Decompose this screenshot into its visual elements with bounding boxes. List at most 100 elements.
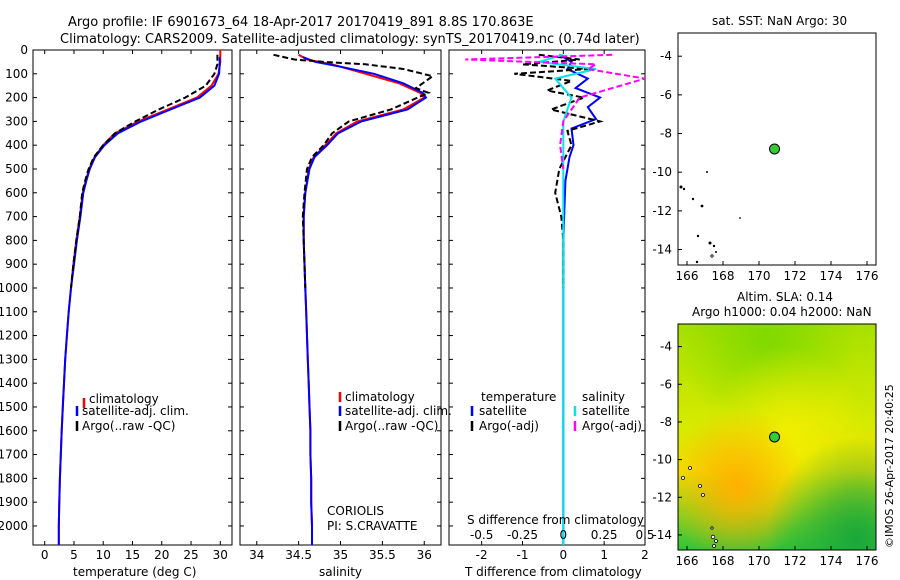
map-y-tick-label: -8 (660, 127, 672, 141)
sla-map-axes: 166 168 170 172 174 176 -4 -6 -8 -10 -12 -14 (652, 340, 878, 568)
depth-tick-label: 200 (5, 91, 28, 105)
depth-tick-label: 900 (5, 257, 28, 271)
series-line-salinity-satellite (538, 53, 597, 545)
map-x-tick-label: 174 (820, 554, 843, 568)
map-y-tick-label: -12 (652, 490, 672, 504)
x-tick-label: 0 (560, 548, 568, 562)
sst-map-title: sat. SST: NaN Argo: 30 (712, 14, 847, 28)
s-diff-tick-label: -0.5 (470, 528, 493, 542)
legend-argo-label: Argo(..raw -QC) (345, 419, 438, 433)
s-diff-tick-label: 0.25 (591, 528, 618, 542)
depth-tick-label: 2000 (0, 519, 28, 533)
map-y-tick-label: -4 (660, 340, 672, 354)
x-tick-label: 34 (249, 548, 264, 562)
series-line-satellite-adj-clim- (57, 57, 221, 545)
map-x-tick-label: 170 (748, 269, 771, 283)
difference-x-axis: -2 -1 0 1 2 (476, 50, 649, 562)
x-tick-label: 25 (183, 548, 198, 562)
legend-s-argo-label: Argo(-adj) (582, 419, 642, 433)
map-x-tick-label: 176 (856, 554, 879, 568)
depth-tick-label: 1100 (0, 305, 28, 319)
depth-tick-label: 800 (5, 233, 28, 247)
argo-position-marker (769, 431, 781, 443)
map-y-tick-label: -10 (652, 453, 672, 467)
legend-temperature-title: temperature (481, 390, 556, 404)
legend-argo-label: Argo(..raw -QC) (82, 419, 175, 433)
depth-tick-label: 1700 (0, 448, 28, 462)
map-y-tick-label: -10 (652, 165, 672, 179)
map-y-tick-label: -12 (652, 204, 672, 218)
series-line-climatology (57, 50, 222, 545)
salinity-x-axis: 34 34.5 35 35.5 36 (249, 50, 432, 562)
map-x-tick-label: 176 (856, 269, 879, 283)
salinity-xlabel: salinity (319, 565, 362, 579)
legend-clim-label: climatology (345, 390, 415, 404)
s-diff-tick-label: 0 (560, 528, 568, 542)
salinity-lines (273, 53, 435, 545)
x-tick-label: -1 (517, 548, 529, 562)
depth-tick-label: 700 (5, 210, 28, 224)
map-x-tick-label: 172 (784, 269, 807, 283)
legend-sat-label: satellite-adj. clim. (82, 404, 189, 418)
series-line-satellite-adj-clim- (302, 56, 428, 545)
depth-tick-label: 1500 (0, 400, 28, 414)
map-x-tick-label: 166 (676, 269, 699, 283)
s-diff-tick-label: 0.5 (635, 528, 654, 542)
sla-islands (681, 466, 718, 548)
temperature-xlabel: temperature (deg C) (73, 565, 196, 579)
argo-position-marker (769, 143, 781, 155)
x-tick-label: 20 (154, 548, 169, 562)
depth-tick-label: 1400 (0, 376, 28, 390)
map-y-tick-label: -14 (652, 243, 672, 257)
map-y-tick-label: -6 (660, 88, 672, 102)
x-tick-label: 30 (213, 548, 228, 562)
difference-legend: temperature satellite Argo(-adj) salinit… (470, 390, 642, 433)
depth-axis: 0 100 200 300 400 500 600 700 800 900 1000 1100 1200… (0, 43, 645, 533)
x-tick-label: -2 (476, 548, 488, 562)
depth-tick-label: 600 (5, 186, 28, 200)
map-y-tick-label: -8 (660, 415, 672, 429)
depth-tick-label: 1600 (0, 424, 28, 438)
s-diff-tick-label: -0.25 (507, 528, 538, 542)
temperature-lines (57, 50, 222, 545)
map-x-tick-label: 168 (712, 269, 735, 283)
x-tick-label: 2 (641, 548, 649, 562)
title-line-2: Climatology: CARS2009. Satellite-adjuste… (60, 32, 640, 47)
data-center-label: CORIOLIS (327, 504, 384, 518)
t-difference-label: T difference from climatology (464, 565, 642, 579)
salinity-legend: climatology satellite-adj. clim. Argo(..… (338, 390, 452, 433)
sla-map (677, 323, 877, 551)
x-tick-label: 5 (70, 548, 78, 562)
depth-tick-label: 1200 (0, 329, 28, 343)
difference-panel (448, 49, 646, 546)
legend-t-argo-label: Argo(-adj) (479, 419, 539, 433)
temperature-legend: climatology satellite-adj. clim. Argo(..… (75, 392, 189, 433)
map-y-tick-label: -4 (660, 49, 672, 63)
x-tick-label: 35.5 (369, 548, 396, 562)
series-line-temperature-argo-adj- (514, 53, 604, 288)
sla-map-title-2: Argo h1000: 0.04 h2000: NaN (692, 305, 872, 319)
series-line-argo-raw-qc- (70, 54, 219, 289)
legend-t-sat-label: satellite (479, 404, 527, 418)
imos-stamp: ©IMOS 26-Apr-2017 20:40:25 (883, 384, 896, 548)
legend-clim-label: climatology (89, 392, 159, 406)
x-tick-label: 10 (96, 548, 111, 562)
depth-tick-label: 1300 (0, 352, 28, 366)
series-line-temperature-satellite (558, 53, 603, 545)
x-tick-label: 1 (600, 548, 608, 562)
x-tick-label: 15 (125, 548, 140, 562)
legend-sat-label: satellite-adj. clim. (345, 404, 452, 418)
series-line-salinity-argo-adj- (465, 53, 645, 170)
x-tick-label: 36 (417, 548, 432, 562)
map-y-tick-label: -14 (652, 528, 672, 542)
sst-map-axes: 166 168 170 172 174 176 -4 -6 -8 -10 -12 -14 (652, 49, 878, 283)
series-line-argo-raw-qc- (273, 53, 435, 289)
depth-tick-label: 300 (5, 114, 28, 128)
map-y-tick-label: -6 (660, 377, 672, 391)
salinity-panel (239, 49, 442, 546)
map-x-tick-label: 166 (676, 554, 699, 568)
legend-s-sat-label: satellite (582, 404, 630, 418)
depth-tick-label: 1000 (0, 281, 28, 295)
depth-tick-label: 1900 (0, 495, 28, 509)
s-difference-label: S difference from climatology (467, 513, 644, 527)
